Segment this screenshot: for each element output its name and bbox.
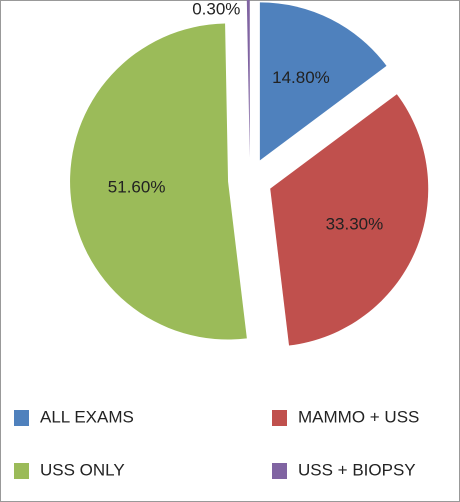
data-label: 0.30%	[192, 0, 240, 18]
pie-slice	[259, 2, 387, 161]
data-label: 14.80%	[272, 68, 330, 87]
legend-swatch	[14, 463, 29, 479]
data-label: 51.60%	[108, 177, 166, 196]
legend-label: USS ONLY	[40, 460, 125, 479]
legend-label: MAMMO + USS	[298, 407, 419, 426]
pie-slice	[270, 94, 429, 346]
legend-label: USS + BIOPSY	[298, 460, 416, 479]
data-label: 33.30%	[326, 214, 384, 233]
legend-swatch	[272, 463, 287, 479]
pie-slice	[70, 23, 247, 340]
legend-label: ALL EXAMS	[40, 407, 134, 426]
legend-swatch	[14, 410, 29, 426]
pie-slice	[246, 0, 250, 159]
legend-swatch	[272, 410, 287, 426]
